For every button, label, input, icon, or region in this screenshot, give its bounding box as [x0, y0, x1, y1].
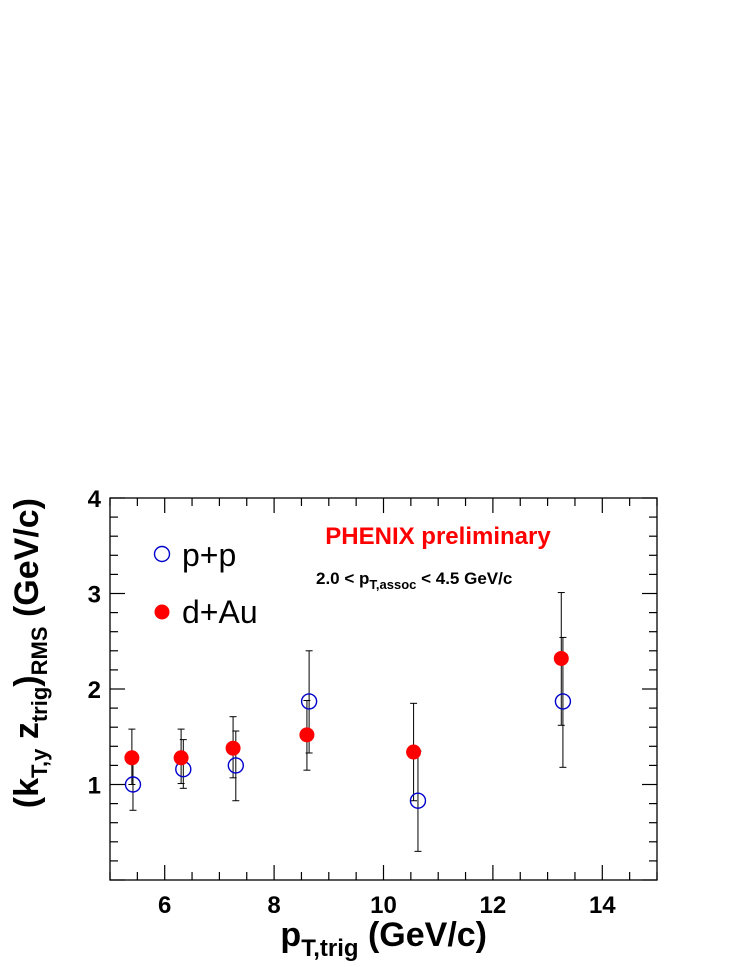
annotation-title: PHENIX preliminary — [325, 523, 551, 550]
axis-ticks-layer — [109, 497, 658, 881]
y-axis-title-sub2: trig — [27, 687, 52, 722]
legend-marker-dau — [154, 604, 170, 620]
data-point-pp — [554, 693, 572, 710]
data-point-dau — [299, 727, 315, 743]
y-tick-label: 4 — [88, 486, 102, 513]
x-axis-title-sub: T,trig — [301, 935, 358, 962]
data-point-pp — [227, 757, 245, 774]
data-point-dau — [124, 750, 140, 766]
legend-marker-pp — [153, 545, 171, 563]
x-axis-title: pT,trig (GeV/c) — [280, 916, 487, 962]
annotation-range: 2.0 < pT,assoc < 4.5 GeV/c — [316, 569, 512, 592]
y-axis-title-part1: (k — [8, 778, 46, 808]
x-tick-label: 14 — [589, 892, 616, 919]
data-point-pp — [409, 792, 427, 809]
x-tick-label: 12 — [480, 892, 507, 919]
legend: p+p d+Au — [153, 537, 258, 630]
data-point-dau — [225, 740, 241, 756]
data-point-dau — [406, 744, 422, 760]
x-tick-label: 8 — [267, 892, 280, 919]
annotation-range-sub: T,assoc — [369, 577, 416, 592]
y-axis-title-part4: (GeV/c) — [8, 498, 46, 626]
y-tick-label: 1 — [88, 773, 101, 800]
markers-layer — [124, 650, 572, 809]
data-point-dau — [173, 750, 189, 766]
x-tick-label: 6 — [158, 892, 171, 919]
x-axis-title-main: p — [280, 916, 301, 954]
legend-label-dau: d+Au — [182, 594, 258, 630]
annotation-range-post: < 4.5 GeV/c — [416, 569, 512, 588]
data-point-pp — [124, 776, 142, 793]
y-axis-title-part2: z — [8, 722, 46, 748]
y-axis-title-part3: ) — [8, 675, 46, 686]
data-point-dau — [553, 650, 569, 666]
data-point-pp — [300, 693, 318, 710]
y-axis-title-sub1: T,y — [27, 748, 52, 778]
y-tick-label: 3 — [88, 582, 101, 609]
error-bars-layer — [110, 592, 567, 852]
legend-label-pp: p+p — [182, 537, 236, 573]
y-axis-title: (kT,y ztrig)RMS (GeV/c) — [8, 498, 52, 808]
y-axis-title-sub3: RMS — [27, 626, 52, 675]
y-tick-label: 2 — [88, 677, 101, 704]
x-axis-title-rest: (GeV/c) — [359, 916, 487, 954]
annotation-range-pre: 2.0 < p — [316, 569, 369, 588]
x-tick-label: 10 — [370, 892, 397, 919]
